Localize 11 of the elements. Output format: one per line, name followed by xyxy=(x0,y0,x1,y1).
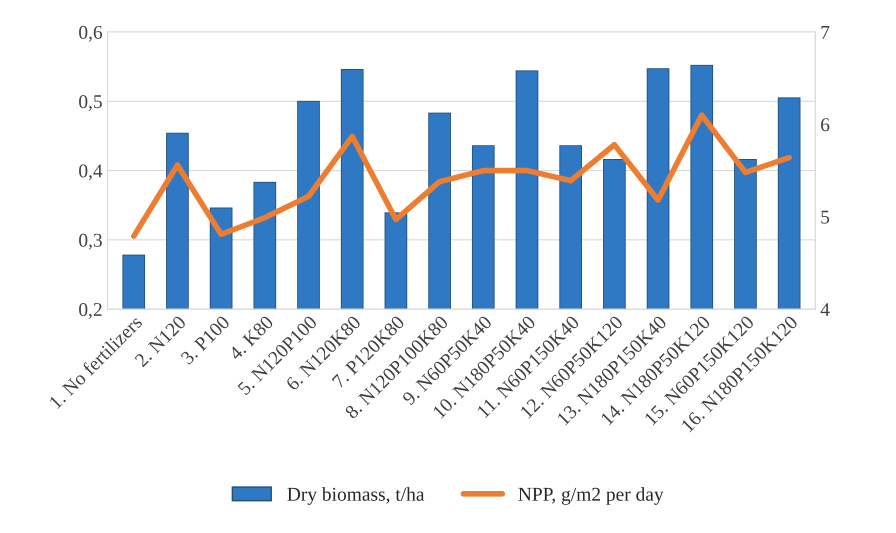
y-tick-label: 0,3 xyxy=(79,234,102,250)
y-tick-label: 0,6 xyxy=(79,26,102,42)
y2-tick-label: 4 xyxy=(820,303,830,316)
y2-tick-label: 5 xyxy=(821,210,830,224)
legend-label: Dry biomass, t/ha xyxy=(287,487,424,505)
y-tick-label: 0,2 xyxy=(79,302,102,319)
y2-tick-label: 6 xyxy=(821,118,830,132)
y2-tick-label: 7 xyxy=(822,26,830,39)
legend-label: NPP, g/m2 per day xyxy=(518,487,664,505)
y-tick-label: 0,5 xyxy=(79,95,102,112)
y-tick-label: 0,4 xyxy=(79,164,102,180)
